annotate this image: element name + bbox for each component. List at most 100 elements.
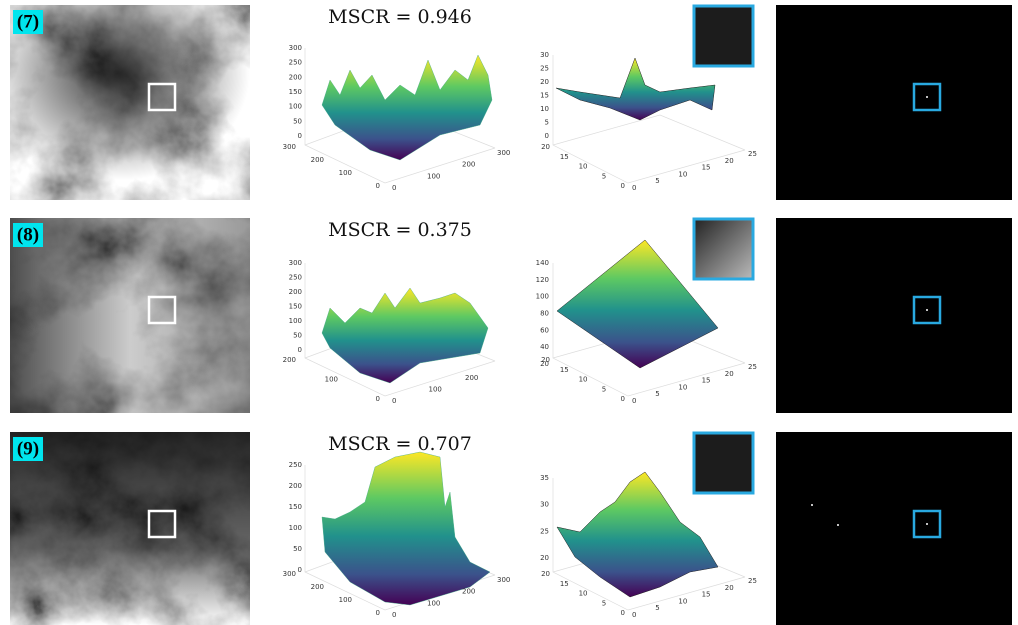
x-tick-label: 0: [632, 397, 636, 405]
y-tick-label: 0: [621, 395, 625, 403]
detection-map: [776, 432, 1012, 625]
detection-dot: [837, 524, 839, 526]
y-tick-label: 10: [579, 590, 588, 598]
z-tick-label: 15: [540, 92, 549, 100]
z-tick-label: 0: [298, 566, 302, 574]
z-tick-label: 120: [536, 276, 549, 284]
y-tick-label: 0: [376, 395, 380, 403]
z-tick-label: 250: [289, 59, 302, 67]
x-tick-label: 25: [748, 150, 757, 158]
z-tick-label: 250: [289, 461, 302, 469]
x-tick-label: 25: [748, 577, 757, 585]
row: (9)MSCR = 0.7072502001501005003002001000…: [10, 432, 1012, 625]
x-tick-label: 15: [702, 591, 711, 599]
z-tick-label: 0: [545, 132, 549, 140]
z-tick-label: 40: [540, 343, 549, 351]
z-tick-label: 25: [540, 527, 549, 535]
x-tick-label: 5: [655, 177, 659, 185]
y-tick-label: 15: [560, 366, 569, 374]
surface: [322, 452, 490, 605]
y-tick-label: 0: [376, 182, 380, 190]
z-tick-label: 50: [293, 332, 302, 340]
z-tick-label: 5: [545, 119, 549, 127]
y-tick-label: 300: [283, 143, 296, 151]
row-label: (8): [17, 224, 39, 245]
z-tick-label: 25: [540, 65, 549, 73]
z-tick-label: 0: [298, 346, 302, 354]
z-tick-label: 300: [289, 259, 302, 267]
x-tick-label: 200: [462, 161, 475, 169]
x-tick-label: 10: [678, 170, 687, 178]
patch-thumbnail: [694, 6, 753, 66]
patch-surface: [556, 58, 715, 120]
x-tick-label: 0: [392, 184, 396, 192]
y-tick-label: 10: [579, 163, 588, 171]
surface: [322, 288, 488, 383]
z-tick-label: 30: [540, 501, 549, 509]
page: {"rows": [ {"label": "(7)", "mscr": "MSC…: [0, 0, 1018, 625]
x-tick-label: 25: [748, 363, 757, 371]
detection-dot: [926, 96, 928, 98]
mscr-value: MSCR = 0.375: [328, 219, 472, 241]
x-tick-label: 300: [497, 149, 510, 157]
detection-map: [776, 5, 1012, 200]
y-tick-label: 0: [376, 609, 380, 617]
x-tick-label: 100: [427, 172, 440, 180]
y-tick-label: 200: [311, 583, 324, 591]
x-tick-label: 20: [725, 157, 734, 165]
x-tick-label: 15: [702, 377, 711, 385]
detection-map: [776, 218, 1012, 413]
x-tick-label: 15: [702, 164, 711, 172]
x-tick-label: 10: [678, 383, 687, 391]
y-tick-label: 200: [311, 156, 324, 164]
z-tick-label: 20: [540, 554, 549, 562]
cloud-shade: [10, 5, 250, 200]
detection-dot: [926, 523, 928, 525]
row: (7)MSCR = 0.9463002502001501005003002001…: [10, 5, 1012, 200]
x-tick-label: 200: [462, 588, 475, 596]
x-tick-label: 100: [427, 599, 440, 607]
z-tick-label: 150: [289, 303, 302, 311]
x-tick-label: 20: [725, 584, 734, 592]
cloud-shade: [10, 218, 250, 413]
cloud-shade: [10, 432, 250, 625]
y-tick-label: 0: [621, 609, 625, 617]
surface: [322, 55, 492, 160]
y-tick-label: 20: [541, 143, 550, 151]
detection-dot: [811, 504, 813, 506]
y-tick-label: 5: [602, 172, 606, 180]
z-tick-label: 100: [536, 293, 549, 301]
z-tick-label: 140: [536, 259, 549, 267]
y-tick-label: 15: [560, 580, 569, 588]
body: (7)MSCR = 0.9463002502001501005003002001…: [0, 0, 1018, 625]
figure: (7)MSCR = 0.9463002502001501005003002001…: [0, 0, 1018, 625]
mscr-value: MSCR = 0.946: [328, 6, 472, 28]
z-tick-label: 200: [289, 73, 302, 81]
x-tick-label: 0: [632, 184, 636, 192]
y-tick-label: 5: [602, 385, 606, 393]
x-tick-label: 20: [725, 370, 734, 378]
z-tick-label: 200: [289, 482, 302, 490]
y-tick-label: 10: [579, 376, 588, 384]
z-tick-label: 20: [540, 78, 549, 86]
x-tick-label: 0: [392, 397, 396, 405]
z-tick-label: 100: [289, 103, 302, 111]
x-tick-label: 0: [632, 611, 636, 619]
detection-dot: [926, 309, 928, 311]
x-tick-label: 5: [655, 390, 659, 398]
y-tick-label: 200: [283, 356, 296, 364]
z-tick-label: 35: [540, 474, 549, 482]
z-tick-label: 250: [289, 274, 302, 282]
z-tick-label: 150: [289, 503, 302, 511]
y-tick-label: 0: [621, 182, 625, 190]
mscr-value: MSCR = 0.707: [328, 433, 472, 455]
row-label: (7): [17, 11, 39, 32]
x-tick-label: 10: [678, 597, 687, 605]
y-tick-label: 15: [560, 153, 569, 161]
z-tick-label: 60: [540, 326, 549, 334]
y-tick-label: 20: [541, 356, 550, 364]
y-tick-label: 300: [283, 570, 296, 578]
x-tick-label: 5: [655, 604, 659, 612]
z-tick-label: 100: [289, 524, 302, 532]
z-tick-label: 30: [540, 51, 549, 59]
